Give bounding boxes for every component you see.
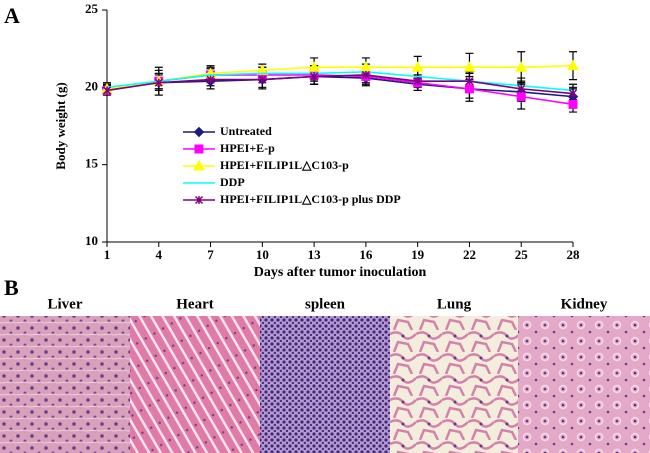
panel-label: A [4,3,20,28]
histology-image [260,316,390,453]
x-tick-label: 28 [567,247,581,262]
marker [308,61,320,72]
marker [258,75,267,84]
marker [568,99,578,109]
x-tick-label: 25 [515,247,529,262]
y-tick-label: 15 [85,156,99,171]
tissue-label: Kidney [561,296,608,312]
marker [193,126,205,138]
histology-image [130,316,260,453]
legend-label: HPEI+FILIP1L△C103-p plus DDP [220,192,401,206]
x-tick-label: 10 [256,247,269,262]
histology-image [518,316,650,453]
histology-image [390,316,518,453]
marker [515,61,528,72]
marker [411,61,424,72]
x-tick-label: 16 [359,247,373,262]
marker [154,78,163,87]
tissue-label: Heart [176,296,213,312]
x-tick-label: 1 [104,247,111,262]
x-tick-label: 13 [308,247,322,262]
marker [464,84,474,94]
panel-label: B [4,275,19,300]
tissue-label: Liver [48,296,83,312]
marker [517,84,526,93]
marker [516,92,526,102]
marker [206,75,215,84]
marker [194,144,204,154]
x-tick-label: 7 [207,247,214,262]
histology-image [0,316,130,453]
x-tick-label: 19 [411,247,425,262]
marker [102,86,112,95]
y-tick-label: 10 [85,233,98,248]
marker [567,59,579,71]
y-tick-label: 20 [85,78,98,93]
series-line [106,74,574,95]
marker [568,89,578,98]
marker [194,195,204,205]
series-line [106,71,574,92]
tissue-label: spleen [305,296,346,312]
marker [463,61,476,72]
marker [361,70,370,79]
legend-label: HPEI+E-p [220,141,275,155]
marker [465,77,474,86]
legend-label: DDP [220,175,245,189]
legend-label: HPEI+FILIP1L△C103-p [220,158,349,172]
tissue-label: Lung [437,296,472,312]
x-tick-label: 22 [463,247,476,262]
marker [310,72,319,81]
y-tick-label: 25 [85,1,99,16]
marker [413,77,422,86]
y-axis-label: Body weight (g) [53,82,68,169]
x-tick-label: 4 [156,247,163,262]
histology-panel: Liver Heart spleen Lung Kidney [0,296,650,453]
x-axis-label: Days after tumor inoculation [254,265,427,280]
marker [193,159,205,171]
marker [256,64,269,75]
legend-label: Untreated [220,124,272,138]
